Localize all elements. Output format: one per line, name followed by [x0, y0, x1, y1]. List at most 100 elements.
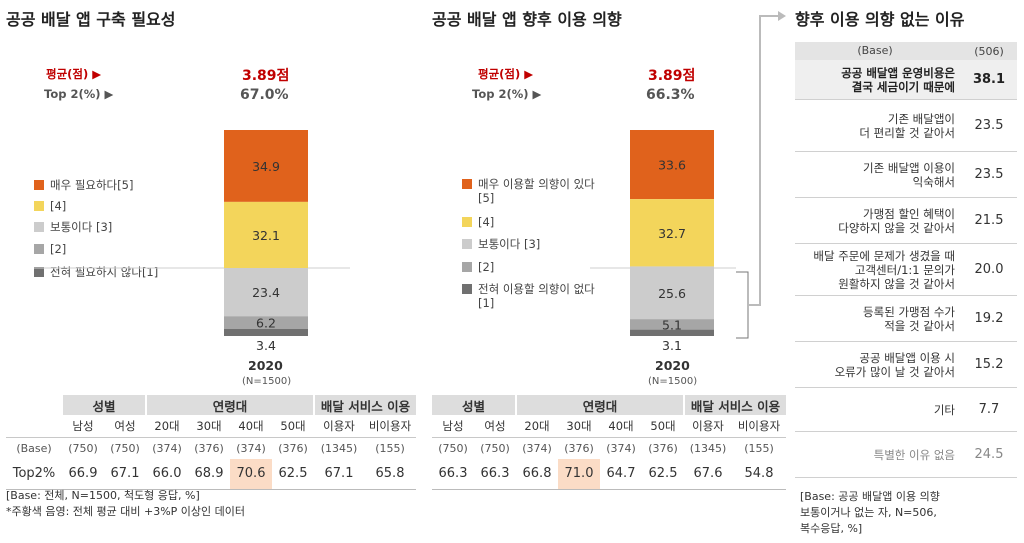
footnote-line: 복수응답, %] — [800, 522, 863, 535]
footnote-left: [Base: 전체, N=1500, 척도형 응답, %] *주황색 음영: 전… — [6, 488, 245, 520]
base-cell: (376) — [278, 441, 308, 455]
bar-segment-3 — [224, 268, 308, 317]
bar-value-label-3: 23.4 — [252, 285, 280, 300]
bar-value-label-2: 6.2 — [256, 316, 276, 331]
reasons-row-label: 기존 배달앱 이용이 익숙해서 — [795, 161, 961, 189]
reasons-row: 배달 주문에 문제가 생겼을 때 고객센터/1:1 문의가 원활하지 않을 것 같아… — [795, 244, 1017, 296]
top2-label: Top2% — [6, 459, 62, 490]
chart1-legend-item-5: 매우 필요하다[5] — [34, 178, 133, 192]
reasons-row-label-line: 원활하지 않을 것 같아서 — [838, 276, 955, 291]
chart1-legend-item-4: [4] — [34, 199, 66, 213]
footnote-line: *주황색 음영: 전체 평균 대비 +3%P 이상인 데이터 — [6, 505, 246, 518]
reasons-row-label-line: 적을 것 같아서 — [884, 318, 955, 333]
sub-20s: 20대 — [146, 415, 188, 438]
reasons-row-label-line: 오류가 많이 날 것 같아서 — [834, 364, 955, 379]
bar-segment-2 — [630, 319, 714, 330]
sub-nonuser: 비이용자 — [364, 415, 416, 438]
bar-segment-4 — [630, 199, 714, 267]
chart2-stacked-bar: 33.6 32.7 25.6 5.1 3.1 — [590, 130, 736, 353]
footnote-line: 보통이거나 없는 자, N=506, — [800, 506, 937, 519]
reasons-row-label: 등록된 가맹점 수가 적을 것 같아서 — [795, 305, 961, 333]
sub-female: 여성 — [104, 415, 146, 438]
reasons-row: 기타 7.7 — [795, 388, 1017, 432]
reasons-base-value: (506) — [974, 44, 1004, 58]
sub-40s: 40대 — [600, 415, 642, 438]
base-cell: (374) — [236, 441, 266, 455]
bar-value-label-1: 3.1 — [662, 338, 682, 353]
bar-value-label-5: 33.6 — [658, 158, 686, 173]
reasons-row-label-line: 다양하지 않을 것 같아서 — [838, 220, 955, 235]
bar-value-label-2: 5.1 — [662, 317, 682, 332]
reasons-row: 공공 배달앱 운영비용은 결국 세금이기 때문에 38.1 — [795, 60, 1017, 100]
reasons-row-label-line: 익숙해서 — [912, 174, 955, 189]
reasons-row-label-line: 기타 — [933, 402, 955, 417]
reasons-row-label-line: 고객센터/1:1 문의가 — [854, 262, 955, 277]
reasons-row-label-line: 등록된 가맹점 수가 — [863, 304, 955, 319]
reasons-row-label-line: 공공 배달앱 이용 시 — [859, 350, 955, 365]
reasons-row-label: 공공 배달앱 운영비용은 결국 세금이기 때문에 — [795, 66, 961, 94]
sub-20s: 20대 — [516, 415, 558, 438]
top2-cell: 66.3 — [432, 459, 474, 490]
reasons-row-value: 23.5 — [974, 167, 1004, 182]
footnote-line: [Base: 공공 배달앱 이용 의향 — [800, 490, 940, 503]
reasons-row-label-line: 결국 세금이기 때문에 — [851, 79, 955, 94]
base-cell: (374) — [606, 441, 636, 455]
bar-value-label-4: 32.1 — [252, 228, 280, 243]
chart2-top2-value: 66.3% — [646, 87, 695, 103]
bar-value-label-1: 3.4 — [256, 338, 276, 353]
chart3-title: 향후 이용 의향 없는 이유 — [795, 10, 965, 29]
reasons-row-label: 가맹점 할인 혜택이 다양하지 않을 것 같아서 — [795, 207, 961, 235]
chart2-title: 공공 배달 앱 향후 이용 의향 — [432, 10, 622, 29]
base-cell: (374) — [522, 441, 552, 455]
sub-nonuser: 비이용자 — [732, 415, 786, 438]
base-cell: (1345) — [320, 441, 358, 455]
base-label: (Base) — [16, 441, 52, 455]
chart1-avg-value: 3.89점 — [242, 68, 290, 84]
reasons-row-label-line: 특별한 이유 없음 — [873, 447, 955, 462]
sub-40s: 40대 — [230, 415, 272, 438]
reasons-row-label: 기존 배달앱이 더 편리할 것 같아서 — [795, 112, 961, 140]
bar-segment-4 — [224, 201, 308, 269]
chart2-top2-label: Top 2(%) ▶ — [472, 87, 542, 101]
group-delivery-use: 배달 서비스 이용 — [683, 395, 786, 415]
reasons-row: 공공 배달앱 이용 시 오류가 많이 날 것 같아서 15.2 — [795, 342, 1017, 388]
chart1-avg-label: 평균(점) ▶ — [46, 67, 102, 81]
sub-male: 남성 — [62, 415, 104, 438]
group-age: 연령대 — [515, 395, 684, 415]
base-cell: (374) — [152, 441, 182, 455]
reasons-row-label: 기타 — [795, 403, 961, 417]
top2-cell: 54.8 — [732, 459, 786, 490]
group-gender: 성별 — [432, 395, 516, 415]
reasons-row: 기존 배달앱 이용이 익숙해서 23.5 — [795, 152, 1017, 198]
footnote-line: [Base: 전체, N=1500, 척도형 응답, %] — [6, 489, 200, 502]
reasons-row-label-line: 배달 주문에 문제가 생겼을 때 — [813, 248, 955, 263]
chart1-n-label: (N=1500) — [242, 376, 292, 387]
reasons-row-value: 15.2 — [974, 357, 1004, 372]
bar-value-label-5: 34.9 — [252, 159, 280, 174]
reasons-row-label-line: 더 편리할 것 같아서 — [859, 125, 955, 140]
reasons-row-label: 배달 주문에 문제가 생겼을 때 고객센터/1:1 문의가 원활하지 않을 것 같아… — [795, 249, 961, 291]
reasons-row-value: 20.0 — [974, 262, 1004, 277]
reasons-row-value: 21.5 — [974, 213, 1004, 228]
base-cell: (750) — [438, 441, 468, 455]
reasons-row-label-line: 기존 배달앱 이용이 — [863, 160, 955, 175]
top2-cell: 62.5 — [642, 459, 684, 490]
chart2-avg-label: 평균(점) ▶ — [478, 67, 534, 81]
base-cell: (750) — [68, 441, 98, 455]
chart2-legend-item-3: 보통이다 [3] — [462, 237, 540, 251]
reasons-row-value: 38.1 — [972, 72, 1006, 87]
reasons-row-label: 공공 배달앱 이용 시 오류가 많이 날 것 같아서 — [795, 351, 961, 379]
top2-cell: 66.8 — [516, 459, 558, 490]
base-cell: (155) — [375, 441, 405, 455]
sub-male: 남성 — [432, 415, 474, 438]
base-cell: (1345) — [689, 441, 727, 455]
chart1-year-label: 2020 — [248, 358, 283, 373]
chart2-legend-item-4: [4] — [462, 215, 494, 229]
sub-50s: 50대 — [642, 415, 684, 438]
reasons-row-value: 19.2 — [974, 311, 1004, 326]
reasons-row: 등록된 가맹점 수가 적을 것 같아서 19.2 — [795, 296, 1017, 342]
top2-cell: 64.7 — [600, 459, 642, 490]
sub-user: 이용자 — [684, 415, 732, 438]
sub-female: 여성 — [474, 415, 516, 438]
